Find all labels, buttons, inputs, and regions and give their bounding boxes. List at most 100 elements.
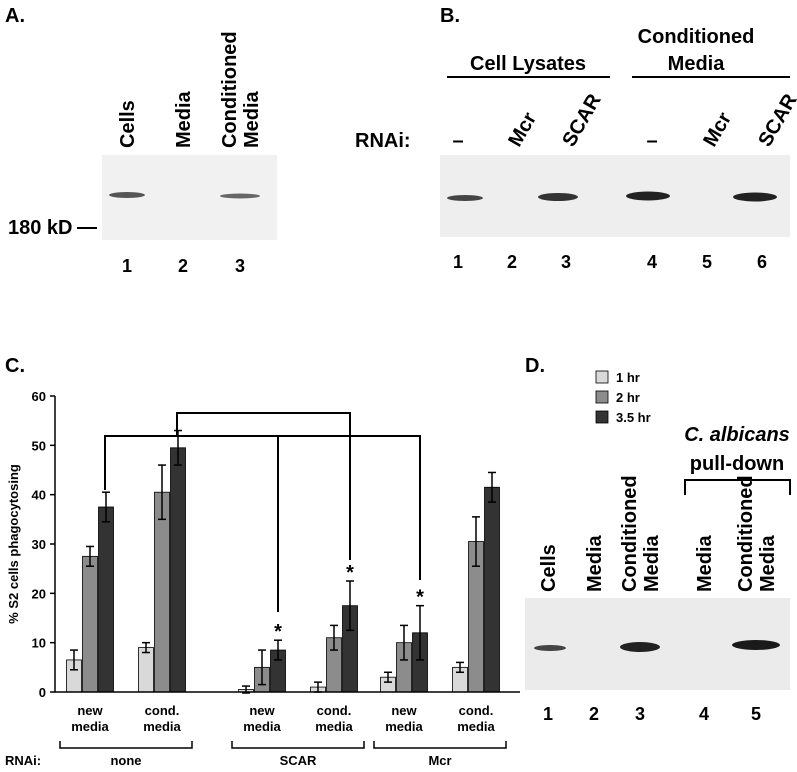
marker-label: 180 kD — [8, 217, 73, 239]
x-tick-label: cond. — [459, 703, 494, 718]
error-bar — [274, 639, 282, 661]
lane-label: Conditioned — [219, 31, 241, 148]
y-tick-label: 40 — [32, 488, 46, 503]
header: Conditioned — [638, 26, 755, 48]
band — [732, 640, 780, 650]
significance-brackets — [104, 412, 421, 612]
x-tick-label: cond. — [317, 703, 352, 718]
lane-number: 4 — [699, 704, 709, 724]
lane-label: – — [646, 130, 657, 152]
y-tick-label: 20 — [32, 586, 46, 601]
lane-label: Media — [241, 90, 263, 148]
header-bracket — [684, 479, 791, 495]
lane-number: 3 — [561, 252, 571, 272]
error-bar — [384, 671, 392, 683]
header: Cell Lysates — [470, 53, 586, 75]
x-tick-label: new — [249, 703, 275, 718]
significance-mark: * — [346, 562, 354, 584]
error-bar — [346, 580, 354, 632]
lane-label: Media — [757, 534, 779, 592]
lane-number: 2 — [178, 256, 188, 276]
band — [109, 192, 145, 198]
lane-number: 4 — [647, 252, 657, 272]
group-bracket — [231, 741, 365, 749]
error-bar — [456, 661, 464, 674]
y-tick-label: 50 — [32, 438, 46, 453]
y-tick-label: 60 — [32, 389, 46, 404]
lane-label: Media — [173, 90, 195, 148]
x-tick-label: media — [71, 719, 109, 734]
bar — [138, 647, 154, 693]
band — [447, 195, 483, 201]
bar — [154, 491, 170, 693]
lane-number: 3 — [235, 256, 245, 276]
error-bar — [330, 624, 338, 651]
group-label: none — [110, 753, 141, 768]
x-tick-label: new — [77, 703, 103, 718]
significance-mark: * — [416, 587, 424, 609]
group-bracket — [373, 741, 507, 749]
legend-label: 2 hr — [616, 390, 640, 405]
lane-label: Cells — [117, 100, 139, 148]
band — [626, 191, 670, 201]
error-bar — [400, 624, 408, 661]
lane-number: 5 — [751, 704, 761, 724]
legend-swatch — [595, 370, 609, 384]
x-tick-label: cond. — [145, 703, 180, 718]
lane-label: Conditioned — [619, 475, 641, 592]
lane-number: 5 — [702, 252, 712, 272]
lane-number: 1 — [453, 252, 463, 272]
band — [220, 193, 260, 199]
y-tick-label: 30 — [32, 537, 46, 552]
header: C. albicans — [684, 424, 790, 446]
band — [534, 645, 566, 651]
header: pull-down — [690, 453, 784, 475]
error-bar — [416, 604, 424, 661]
lane-label: Cells — [538, 544, 560, 592]
legend-label: 3.5 hr — [616, 410, 651, 425]
x-tick-label: media — [243, 719, 281, 734]
group-label: SCAR — [280, 753, 317, 768]
lane-number: 1 — [122, 256, 132, 276]
group-bracket — [59, 741, 193, 749]
error-bar — [158, 464, 166, 521]
row-label: RNAi: — [5, 753, 41, 768]
bar — [98, 506, 114, 693]
bar — [82, 555, 98, 693]
error-bar — [472, 516, 480, 567]
blot — [440, 155, 790, 237]
error-bar — [86, 545, 94, 567]
error-bar — [258, 649, 266, 686]
error-bar — [70, 649, 78, 671]
lane-label: SCAR — [754, 90, 797, 151]
panel-label: C. — [5, 355, 25, 377]
significance-mark: * — [274, 621, 282, 643]
lane-label: SCAR — [558, 90, 606, 151]
lane-label: Media — [584, 534, 606, 592]
lane-label: – — [452, 130, 463, 152]
error-bar — [174, 429, 182, 466]
bar — [484, 486, 500, 693]
row-label: RNAi: — [355, 130, 411, 152]
x-tick-label: media — [315, 719, 353, 734]
lane-number: 2 — [589, 704, 599, 724]
x-tick-label: media — [385, 719, 423, 734]
lane-label: Mcr — [699, 109, 736, 151]
group-label: Mcr — [428, 753, 451, 768]
y-tick-label: 0 — [39, 685, 46, 700]
y-tick-label: 10 — [32, 636, 46, 651]
x-tick-label: media — [143, 719, 181, 734]
error-bar — [102, 491, 110, 523]
lane-label: Media — [694, 534, 716, 592]
x-tick-label: new — [391, 703, 417, 718]
bracket — [176, 412, 351, 560]
legend-swatch — [595, 410, 609, 424]
bar — [170, 447, 186, 693]
band — [733, 192, 777, 202]
lane-number: 6 — [757, 252, 767, 272]
y-axis-label: % S2 cells phagocytosing — [6, 464, 21, 624]
error-bar — [142, 641, 150, 654]
legend-label: 1 hr — [616, 370, 640, 385]
lane-label: Conditioned — [735, 475, 757, 592]
